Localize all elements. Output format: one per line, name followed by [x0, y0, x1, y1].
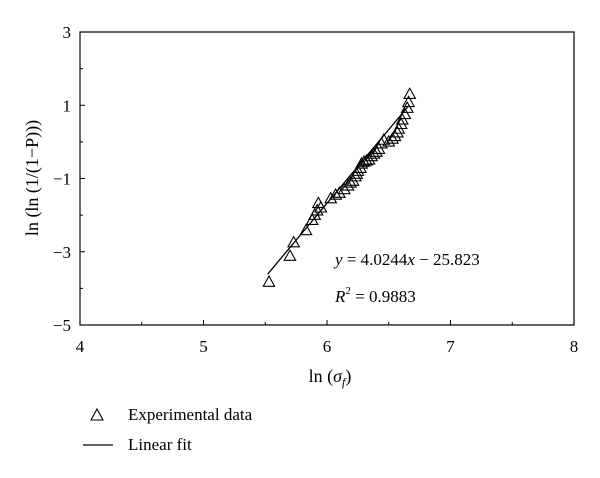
data-point	[351, 164, 365, 176]
data-point	[332, 186, 346, 198]
data-point	[353, 161, 367, 173]
axis-ticks	[79, 31, 575, 326]
legend-label-linear-fit: Linear fit	[128, 435, 192, 454]
legend: Experimental data Linear fit	[83, 405, 253, 454]
y-tick-label: −5	[53, 316, 71, 335]
x-tick-label: 5	[199, 337, 208, 356]
r-squared: R2 = 0.9883	[334, 285, 416, 306]
data-point	[299, 223, 313, 236]
plot-frame	[79, 31, 575, 326]
x-tick-label: 4	[76, 337, 85, 356]
data-point	[401, 95, 416, 108]
data-point	[403, 87, 417, 100]
x-axis-title: ln (σf)	[309, 366, 352, 389]
data-points	[262, 87, 417, 287]
legend-label-experimental: Experimental data	[128, 405, 253, 424]
x-tick-label: 8	[570, 337, 579, 356]
data-point	[369, 145, 384, 157]
data-point	[343, 175, 358, 188]
data-point	[262, 275, 276, 287]
y-tick-label: −3	[53, 243, 71, 262]
y-tick-label: −1	[53, 170, 71, 189]
x-tick-label: 6	[323, 337, 332, 356]
data-point	[398, 107, 412, 120]
y-tick-label: 1	[63, 96, 72, 115]
data-point	[337, 182, 351, 195]
legend-triangle-marker	[90, 407, 104, 421]
y-axis-title: ln (ln (1/(1−P)))	[22, 120, 43, 236]
data-point	[364, 149, 379, 162]
data-point	[310, 203, 324, 216]
data-point	[287, 235, 301, 248]
data-point	[314, 200, 328, 213]
data-point	[283, 249, 297, 261]
data-point	[385, 131, 400, 144]
data-point	[394, 117, 408, 130]
axis-tick-labels: 4 5 6 7 8 3 1 −1 −3 −5	[53, 23, 578, 356]
fit-equation: y = 4.0244x − 25.823	[333, 250, 480, 269]
y-tick-label: 3	[63, 23, 72, 42]
data-point	[390, 125, 405, 138]
data-point	[400, 101, 414, 113]
data-point	[359, 153, 374, 166]
x-tick-label: 7	[446, 337, 455, 356]
